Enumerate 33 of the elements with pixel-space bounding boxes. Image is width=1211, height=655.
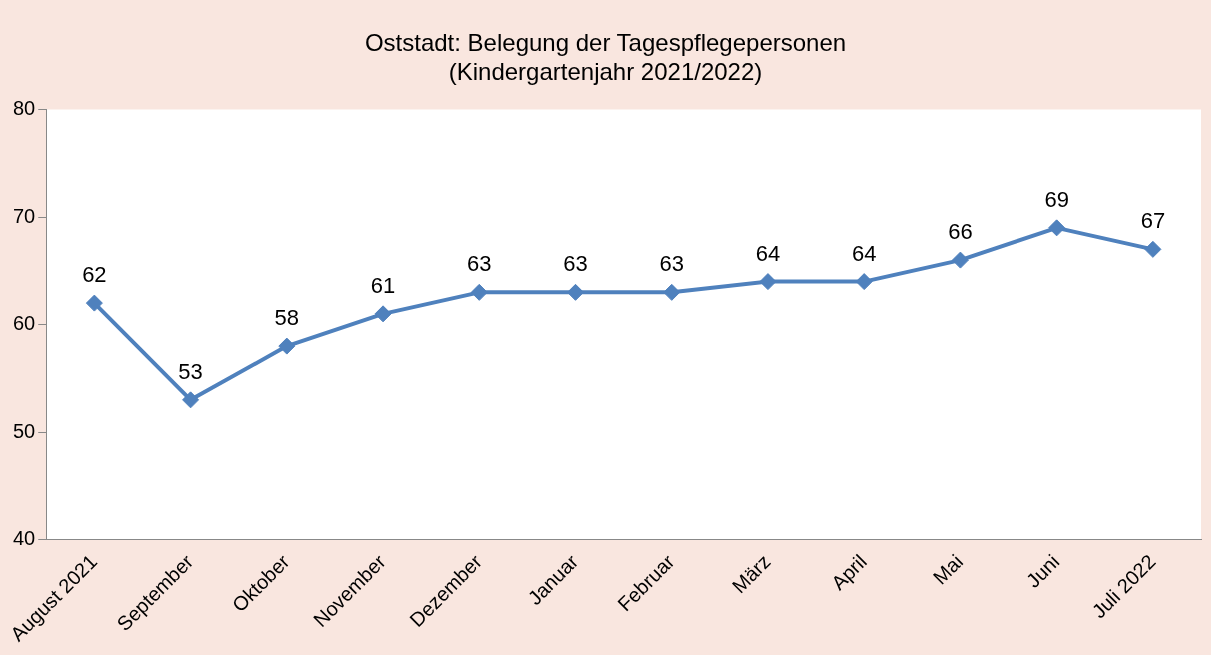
data-label: 66 — [948, 219, 973, 245]
data-label: 53 — [178, 358, 203, 384]
y-tick-label: 70 — [13, 204, 36, 227]
point — [759, 273, 777, 291]
data-label: 58 — [274, 305, 300, 331]
y-tick-label: 50 — [13, 419, 36, 442]
text: (Kindergartenjahr 2021/2022) — [448, 57, 763, 85]
data-label: 64 — [851, 240, 877, 266]
data-label: 63 — [467, 251, 492, 277]
point — [1144, 240, 1162, 258]
data-label: 63 — [659, 251, 684, 277]
y-tick-label: 60 — [13, 312, 36, 335]
point — [85, 294, 103, 312]
y-tick-label: 80 — [13, 97, 36, 120]
data-label: 62 — [82, 262, 107, 288]
data-label: 64 — [755, 240, 781, 266]
data-label: 69 — [1044, 186, 1069, 212]
y-tick-label: 40 — [13, 527, 36, 550]
data-label: 63 — [563, 251, 588, 277]
x-tick-label: Juni — [1021, 550, 1064, 592]
point — [951, 251, 969, 269]
x-tick-label: Mai — [928, 550, 968, 589]
point — [278, 337, 296, 355]
point — [855, 273, 873, 291]
text: Oststadt: Belegung der Tagespflegepersonen — [364, 29, 847, 57]
data-label: 61 — [370, 272, 396, 298]
point — [663, 283, 681, 301]
point — [470, 283, 488, 301]
data-label: 67 — [1140, 208, 1166, 234]
point — [182, 391, 200, 409]
point — [567, 283, 585, 301]
point — [1048, 219, 1066, 237]
point — [374, 305, 392, 323]
